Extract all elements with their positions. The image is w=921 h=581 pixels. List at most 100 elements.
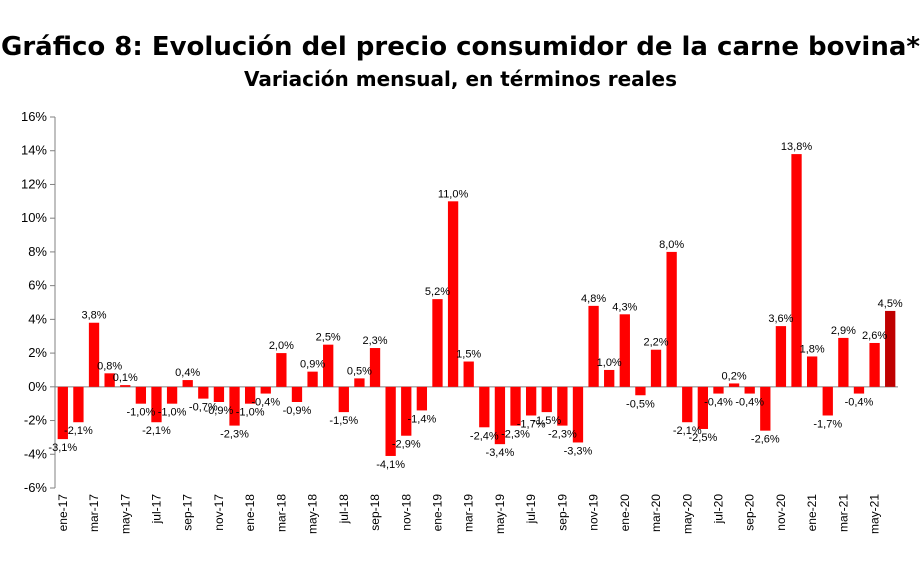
data-label: 13,8% bbox=[781, 141, 812, 153]
x-tick-label: mar-21 bbox=[836, 494, 850, 532]
data-label: 0,9% bbox=[300, 359, 325, 371]
x-tick-label: may-20 bbox=[680, 494, 694, 534]
bars bbox=[57, 154, 896, 456]
bar bbox=[557, 386, 568, 426]
y-tick-label: 4% bbox=[28, 311, 47, 326]
bar bbox=[432, 299, 443, 387]
data-label: 1,0% bbox=[597, 357, 622, 369]
bar bbox=[135, 386, 147, 404]
bar bbox=[291, 386, 303, 402]
bar bbox=[666, 251, 677, 387]
bar bbox=[525, 386, 537, 416]
chart-title: Gráfico 8: Evolución del precio consumid… bbox=[1, 32, 920, 62]
data-label: 0,8% bbox=[97, 360, 122, 372]
bar bbox=[713, 386, 724, 394]
x-tick-label: sep-18 bbox=[368, 494, 382, 531]
bar bbox=[166, 386, 178, 404]
bar bbox=[806, 356, 818, 387]
bar bbox=[775, 326, 787, 387]
data-label: -2,6% bbox=[751, 434, 780, 446]
x-tick-label: may-18 bbox=[306, 494, 320, 534]
bar bbox=[213, 386, 225, 402]
bar bbox=[182, 380, 193, 387]
bar bbox=[604, 369, 615, 387]
bar bbox=[354, 378, 365, 387]
y-tick-label: 0% bbox=[28, 379, 47, 394]
x-tick-label: nov-20 bbox=[774, 494, 788, 531]
data-label: -1,5% bbox=[532, 415, 561, 427]
data-label: -2,9% bbox=[392, 439, 421, 451]
data-label: 1,5% bbox=[456, 349, 481, 361]
data-label: 2,9% bbox=[831, 325, 856, 337]
bar bbox=[619, 314, 630, 387]
x-tick-label: mar-19 bbox=[462, 494, 476, 532]
bar bbox=[635, 386, 646, 396]
bar bbox=[869, 342, 880, 387]
data-label: -3,3% bbox=[564, 445, 593, 457]
bar bbox=[572, 386, 584, 443]
x-tick-label: nov-19 bbox=[587, 494, 601, 531]
y-tick-label: -6% bbox=[24, 480, 48, 495]
bar bbox=[822, 386, 833, 416]
x-tick-label: jul-18 bbox=[337, 494, 351, 525]
data-label: -3,4% bbox=[486, 447, 515, 459]
x-tick-label: mar-20 bbox=[649, 494, 663, 532]
data-label: 4,5% bbox=[878, 298, 903, 310]
data-label: 1,8% bbox=[800, 343, 825, 355]
bar bbox=[588, 305, 599, 387]
data-label: -0,4% bbox=[735, 397, 764, 409]
x-tick-label: jul-17 bbox=[149, 494, 163, 525]
data-label: 2,2% bbox=[643, 337, 668, 349]
data-label: -2,5% bbox=[688, 432, 717, 444]
data-label: -1,5% bbox=[329, 415, 358, 427]
chart-subtitle: Variación mensual, en términos reales bbox=[244, 67, 677, 91]
bar bbox=[151, 386, 162, 423]
y-tick-label: 6% bbox=[28, 278, 47, 293]
bar bbox=[229, 386, 240, 426]
data-label: -0,5% bbox=[626, 398, 655, 410]
x-tick-label: mar-18 bbox=[274, 494, 288, 532]
x-tick-label: nov-17 bbox=[212, 494, 226, 531]
data-label: 5,2% bbox=[425, 286, 450, 298]
data-label: 11,0% bbox=[438, 188, 469, 200]
bar bbox=[697, 386, 709, 429]
bar bbox=[88, 322, 100, 387]
data-label: -1,0% bbox=[126, 407, 155, 419]
bar bbox=[338, 386, 349, 413]
bar bbox=[385, 386, 396, 456]
data-label: -0,9% bbox=[283, 405, 312, 417]
bar bbox=[479, 386, 490, 428]
y-tick-label: 10% bbox=[21, 210, 47, 225]
x-tick-label: ene-17 bbox=[56, 494, 70, 532]
data-label: 0,4% bbox=[175, 367, 200, 379]
bar bbox=[682, 386, 693, 423]
y-tick-label: 8% bbox=[28, 244, 47, 259]
x-tick-label: jul-19 bbox=[524, 494, 538, 525]
x-tick-label: may-19 bbox=[493, 494, 507, 534]
data-labels: -3,1% -2,1% 3,8% 0,8%0,1% -1,0% -2,1% -1,0% 0,4… bbox=[48, 141, 903, 471]
x-tick-label: may-17 bbox=[118, 494, 132, 534]
bar bbox=[260, 386, 271, 394]
x-tick-label: sep-20 bbox=[743, 494, 757, 531]
x-tick-label: sep-19 bbox=[555, 494, 569, 531]
data-label: 0,2% bbox=[722, 370, 747, 382]
bar bbox=[73, 386, 84, 423]
data-label: -1,4% bbox=[407, 413, 436, 425]
data-label: -2,1% bbox=[142, 425, 171, 437]
y-axis: -6% -4% -2% 0% 2% 4% 6% 8% 10% 12% 14% 16% bbox=[21, 109, 898, 495]
x-tick-label: mar-17 bbox=[87, 494, 101, 532]
data-label: 0,1% bbox=[113, 372, 138, 384]
data-label: 3,6% bbox=[768, 313, 793, 325]
data-label: 4,8% bbox=[581, 293, 606, 305]
y-tick-label: 12% bbox=[21, 176, 47, 191]
bar bbox=[401, 386, 412, 436]
data-label: -2,3% bbox=[548, 429, 577, 441]
data-label: -1,0% bbox=[236, 407, 265, 419]
data-label: -3,1% bbox=[48, 442, 77, 454]
x-tick-label: ene-20 bbox=[618, 494, 632, 532]
x-tick-label: ene-19 bbox=[430, 494, 444, 532]
bar bbox=[744, 386, 755, 394]
x-tick-label: ene-21 bbox=[805, 494, 819, 532]
x-axis: ene-17 mar-17 may-17 jul-17 sep-17 nov-17 ene-… bbox=[56, 494, 882, 534]
bar bbox=[541, 386, 552, 413]
